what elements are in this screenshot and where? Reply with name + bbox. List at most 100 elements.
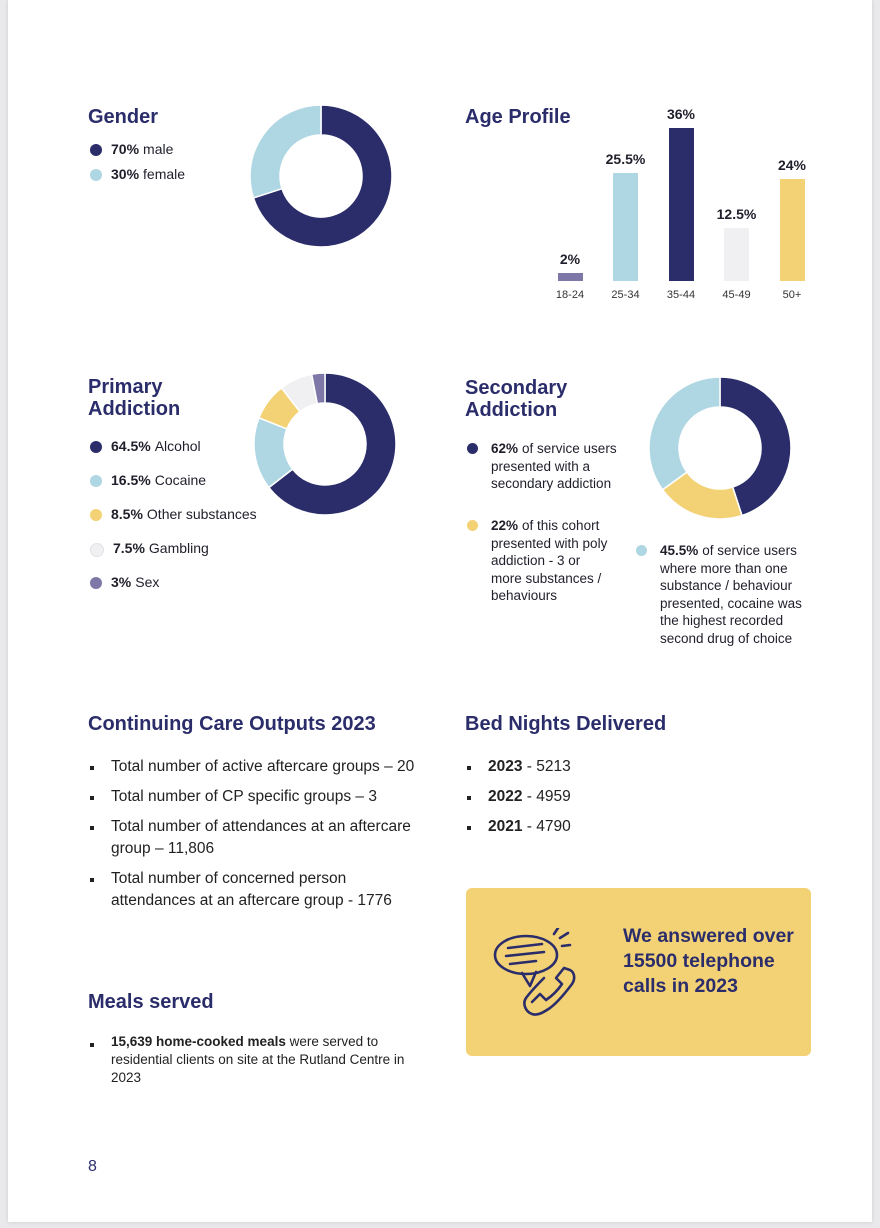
text-line: presented with poly	[491, 535, 641, 553]
line-text: substance / behaviour	[660, 578, 793, 593]
age-bar-value-label: 24%	[777, 157, 807, 173]
age-bar-category-label: 35-44	[666, 289, 696, 301]
secondary-item: 22% of this cohort presented with poly addi…	[467, 517, 641, 605]
bed-nights-title: Bed Nights Delivered	[465, 713, 667, 735]
primary-legend-item: 16.5% Cocaine	[90, 472, 206, 489]
legend-dot	[90, 509, 102, 521]
item-pct: 62%	[491, 441, 519, 456]
text-line: 22% of this cohort	[491, 517, 641, 535]
age-bar-category-label: 50+	[782, 289, 802, 301]
page-number: 8	[88, 1158, 97, 1175]
legend-pct: 8.5%	[111, 506, 143, 522]
age-bar	[779, 179, 805, 281]
continuing-care-list: Total number of active aftercare groups …	[90, 756, 430, 920]
legend-dot	[90, 577, 102, 589]
age-bar	[557, 272, 583, 281]
age-bar-value-label: 36%	[666, 106, 696, 122]
title-line: Addiction	[88, 398, 181, 420]
list-item: 15,639 home-cooked meals were served to …	[90, 1033, 436, 1087]
age-bar-category-label: 25-34	[611, 289, 640, 301]
list-item: 2021 - 4790	[467, 816, 767, 838]
legend-pct: 70%	[111, 141, 140, 157]
meals-list: 15,639 home-cooked meals were served to …	[90, 1033, 436, 1087]
secondary-item-text: 62% of service users presented with a secon…	[491, 440, 641, 493]
secondary-item-text: 45.5% of service users where more than one…	[660, 542, 840, 647]
legend-dot	[467, 443, 478, 454]
gender-legend-male: 70% male	[90, 141, 173, 158]
list-item: Total number of attendances at an afterc…	[90, 816, 430, 860]
report-page: Gender 70% male 30% female Age Profile 2…	[8, 0, 872, 1222]
title-line: Secondary	[465, 377, 568, 399]
title-line: Addiction	[465, 399, 558, 421]
list-item: Total number of concerned person attenda…	[90, 868, 430, 912]
list-item: Total number of active aftercare groups …	[90, 756, 430, 778]
legend-pct: 7.5%	[113, 540, 145, 556]
age-bar	[613, 172, 638, 281]
legend-label: male	[143, 141, 174, 157]
donut-slice	[648, 376, 721, 491]
line-text: of this cohort	[522, 518, 600, 533]
separator: -	[522, 758, 537, 775]
legend-label: Alcohol	[154, 438, 201, 454]
legend-pct: 30%	[111, 166, 140, 182]
line-text: presented with poly	[491, 535, 608, 551]
primary-addiction-title: Primary Addiction	[88, 376, 180, 420]
gender-donut-chart	[249, 104, 393, 248]
line-text: second drug of choice	[660, 630, 793, 646]
legend-label: Gambling	[148, 540, 209, 556]
text-line: second drug of choice	[660, 630, 840, 648]
line-text: addiction - 3 or	[491, 553, 581, 568]
bed-nights-value: 4790	[536, 818, 571, 835]
continuing-care-title: Continuing Care Outputs 2023	[88, 713, 376, 735]
legend-label: Sex	[135, 574, 160, 590]
legend-label: Cocaine	[154, 472, 207, 488]
bed-nights-year: 2022	[488, 788, 523, 805]
text-line: 45.5% of service users	[660, 542, 840, 560]
text-line: presented with a	[491, 458, 641, 476]
legend-dot	[90, 441, 102, 453]
secondary-item: 62% of service users presented with a secon…	[467, 440, 641, 493]
legend-dot	[90, 543, 104, 557]
legend-dot	[90, 475, 102, 487]
meals-rest: were served to residential clients on si…	[111, 1034, 405, 1085]
item-pct: 45.5%	[660, 543, 699, 558]
line-text: presented, cocaine was	[660, 595, 802, 611]
gender-legend-female: 30% female	[90, 166, 185, 183]
primary-addiction-donut-chart	[253, 372, 397, 516]
age-bar-value-label: 12.5%	[716, 205, 757, 222]
bed-nights-value: 5213	[536, 758, 571, 775]
callout-text: We answered over 15500 telephone calls i…	[623, 925, 794, 997]
text-line: the highest recorded	[660, 612, 840, 630]
telephone-calls-callout: We answered over 15500 telephone calls i…	[466, 888, 811, 1056]
donut-slice	[719, 376, 792, 517]
text-line: presented, cocaine was	[660, 595, 840, 613]
text-line: substance / behaviour	[660, 577, 840, 595]
line-text: of service users	[702, 543, 797, 558]
age-bar	[724, 227, 749, 281]
separator: -	[522, 818, 537, 835]
legend-pct: 64.5%	[111, 438, 151, 454]
line-text: behaviours	[491, 588, 558, 603]
age-bar-value-label: 2%	[559, 250, 581, 267]
text-line: addiction - 3 or	[491, 552, 641, 570]
donut-slice	[310, 372, 326, 405]
donut-slice	[249, 104, 322, 199]
legend-dot	[636, 545, 647, 556]
legend-dot	[90, 169, 102, 181]
phone-chat-icon	[493, 928, 576, 1016]
text-line: 62% of service users	[491, 440, 641, 458]
primary-legend-item: 64.5% Alcohol	[90, 438, 201, 455]
age-bar-category-label: 45-49	[722, 289, 751, 301]
secondary-addiction-title: Secondary Addiction	[465, 377, 567, 421]
legend-dot	[90, 144, 102, 156]
line-text: more substances /	[491, 570, 602, 586]
separator: -	[522, 788, 537, 805]
list-item: Total number of CP specific groups – 3	[90, 786, 430, 808]
legend-label: Other substances	[146, 506, 257, 522]
line-text: of service users	[522, 441, 617, 456]
line-text: presented with a	[491, 458, 591, 474]
meals-title: Meals served	[88, 991, 214, 1013]
legend-pct: 3%	[111, 574, 132, 590]
donut-slice	[252, 104, 393, 248]
age-bar-category-label: 18-24	[555, 289, 585, 301]
